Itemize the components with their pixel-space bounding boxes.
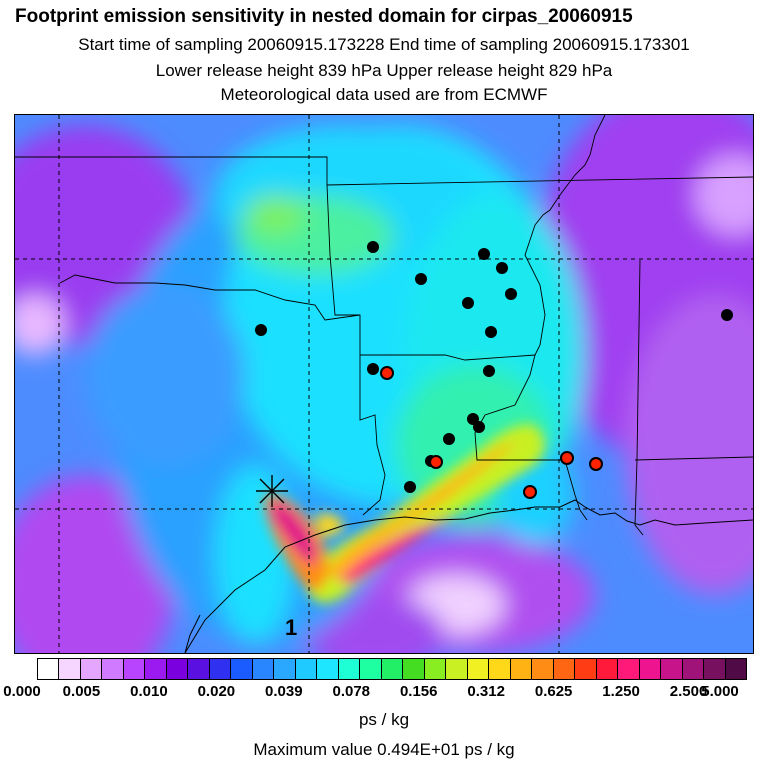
color-scale-tick-label: 2.500 [669,683,708,700]
color-scale-segment [467,659,490,679]
footprint-map-svg [15,115,753,653]
station-marker-black [367,363,379,375]
color-scale-segment [360,659,382,679]
color-scale-tick-label: 0.020 [197,683,236,700]
color-scale-segment [80,659,103,679]
station-marker-black [483,365,495,377]
color-scale-segment [575,659,597,679]
station-marker-black [473,421,485,433]
color-scale-segment [618,659,640,679]
measurement-stations [255,241,733,499]
station-marker-black [443,433,455,445]
color-scale-tick-label: 1.250 [602,683,640,700]
color-scale-tick-label: 0.625 [534,683,573,700]
color-scale-bar [37,658,747,680]
color-scale-segment [381,659,404,679]
station-marker-black [478,248,490,260]
station-marker-black [404,481,416,493]
color-scale-segment [682,659,705,679]
color-scale-segment [59,659,81,679]
station-marker-red [380,366,394,380]
color-scale-tick-label: 0.010 [130,683,168,700]
station-marker-black [496,262,508,274]
color-scale-ticks: 0.000 0.005 0.010 0.020 0.039 0.078 0.156 0.312… [0,683,768,703]
region-label: 1 [285,615,298,640]
sampling-time-line: Start time of sampling 20060915.173228 E… [78,35,690,54]
color-scale-segment [403,659,425,679]
color-scale-segment [704,659,726,679]
color-scale-segment [338,659,361,679]
meteorological-data-line: Meteorological data used are from ECMWF [220,85,548,104]
color-scale-segment [38,659,60,679]
station-marker-black [367,241,379,253]
color-scale-tick-label: 0.312 [467,683,505,700]
station-marker-black [485,326,497,338]
color-scale-segment [145,659,167,679]
color-scale-segment [252,659,275,679]
color-scale-segment [489,659,511,679]
color-scale-unit: ps / kg [358,710,410,729]
color-scale-segment [725,659,746,679]
page-title: Footprint emission sensitivity in nested… [15,6,633,27]
station-marker-black [721,309,733,321]
color-scale-tick-label: 5.000 [701,683,739,700]
color-scale-segment [532,659,554,679]
station-marker-red [589,457,603,471]
color-scale-segment [661,659,683,679]
color-scale-tick-label: 0.078 [332,683,371,700]
maximum-value-line: Maximum value 0.494E+01 ps / kg [253,740,515,759]
footprint-map: 1 [14,114,754,654]
color-scale-segment [123,659,146,679]
color-scale-segment [274,659,296,679]
color-scale-segment [209,659,232,679]
station-marker-black [462,297,474,309]
station-marker-red [523,485,537,499]
color-scale-tick-label: 0.039 [265,683,303,700]
release-point-marker [256,475,288,507]
color-scale-segment [639,659,662,679]
color-scale-segment [102,659,124,679]
color-scale-segment [553,659,576,679]
color-scale-segment [317,659,339,679]
color-scale-segment [188,659,210,679]
color-scale-segment [596,659,619,679]
lat-lon-grid [15,115,753,653]
color-scale-tick-label: 0.000 [3,683,41,700]
color-scale-tick-label: 0.005 [62,683,101,700]
color-scale-segment [510,659,533,679]
color-scale-tick-label: 0.156 [399,683,438,700]
station-marker-red [429,455,443,469]
color-scale-segment [446,659,468,679]
station-marker-black [505,288,517,300]
state-borders [15,115,753,536]
color-scale-segment [231,659,253,679]
color-scale-segment [295,659,318,679]
color-scale-segment [424,659,447,679]
coastline [184,499,753,653]
station-marker-black [255,324,267,336]
color-scale-segment [166,659,189,679]
station-marker-black [415,273,427,285]
station-marker-red [560,451,574,465]
release-height-line: Lower release height 839 hPa Upper relea… [155,61,613,80]
